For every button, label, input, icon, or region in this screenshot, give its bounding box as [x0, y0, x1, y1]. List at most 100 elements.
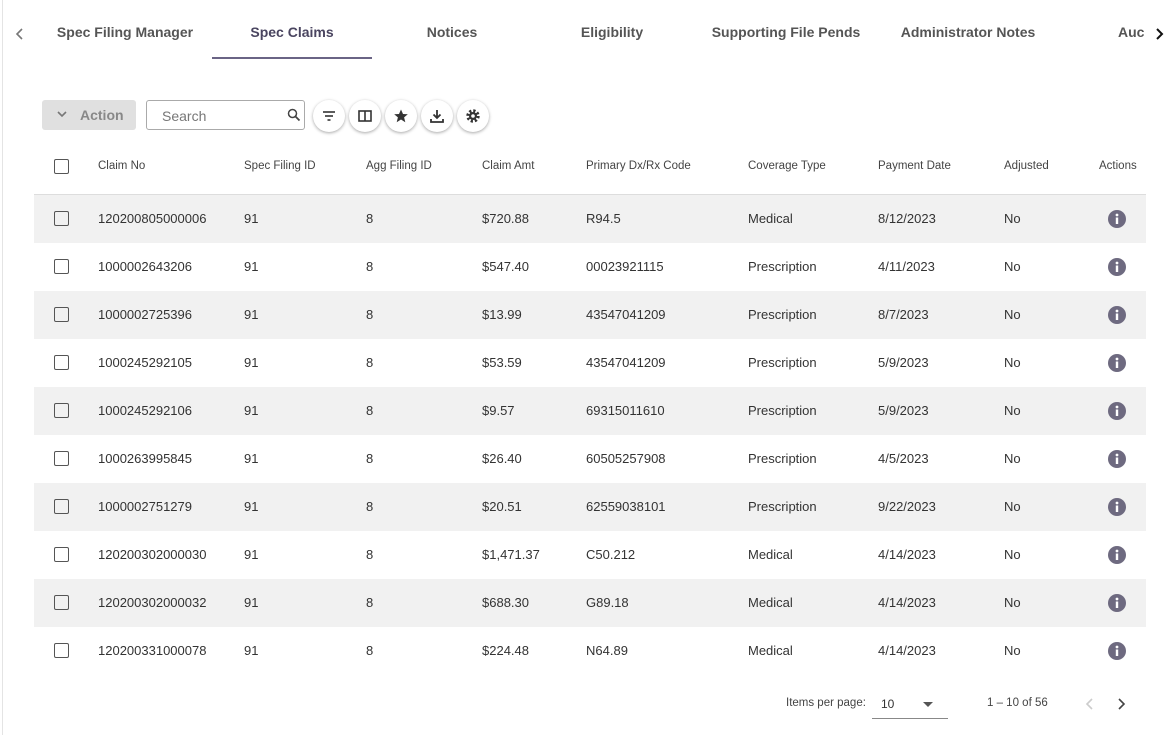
- cell: Medical: [748, 643, 793, 658]
- row-checkbox[interactable]: [54, 211, 69, 226]
- prev-page[interactable]: [1082, 696, 1098, 712]
- cell: No: [1004, 547, 1021, 562]
- tabs-next[interactable]: [1152, 26, 1168, 42]
- row-background: [34, 483, 1146, 531]
- cell: 60505257908: [586, 451, 666, 466]
- row-checkbox[interactable]: [54, 403, 69, 418]
- cell: N64.89: [586, 643, 628, 658]
- info-button[interactable]: [1107, 641, 1127, 661]
- cell: No: [1004, 643, 1021, 658]
- action-label: Action: [80, 107, 124, 123]
- row-checkbox[interactable]: [54, 307, 69, 322]
- row-background: [34, 195, 1146, 243]
- tab[interactable]: Spec Filing Manager: [56, 24, 194, 40]
- cell: No: [1004, 499, 1021, 514]
- next-page[interactable]: [1113, 696, 1129, 712]
- cell: 91: [244, 355, 259, 370]
- row-checkbox[interactable]: [54, 451, 69, 466]
- cell: 5/9/2023: [878, 403, 929, 418]
- row-checkbox[interactable]: [54, 355, 69, 370]
- row-background: [34, 387, 1146, 435]
- cell: $20.51: [482, 499, 522, 514]
- info-button[interactable]: [1107, 449, 1127, 469]
- select-all-checkbox[interactable]: [54, 159, 69, 174]
- download-button[interactable]: [421, 100, 453, 132]
- cell: Prescription: [748, 451, 817, 466]
- cell: R94.5: [586, 211, 621, 226]
- row-checkbox[interactable]: [54, 547, 69, 562]
- row-background: [34, 291, 1146, 339]
- cell: 91: [244, 259, 259, 274]
- cell: $1,471.37: [482, 547, 540, 562]
- row-checkbox[interactable]: [54, 499, 69, 514]
- tabs-prev[interactable]: [12, 26, 28, 42]
- info-button[interactable]: [1107, 401, 1127, 421]
- header-divider: [34, 194, 1146, 195]
- info-button[interactable]: [1107, 209, 1127, 229]
- tab[interactable]: Eligibility: [580, 24, 644, 40]
- cell: 120200302000032: [98, 595, 207, 610]
- column-header: Claim No: [98, 160, 146, 172]
- tab[interactable]: Administrator Notes: [900, 24, 1036, 40]
- cell: $13.99: [482, 307, 522, 322]
- cell: 1000263995845: [98, 451, 192, 466]
- info-button[interactable]: [1107, 497, 1127, 517]
- info-button[interactable]: [1107, 353, 1127, 373]
- page-range: 1 – 10 of 56: [987, 697, 1048, 709]
- columns-button[interactable]: [349, 100, 381, 132]
- cell: 1000002751279: [98, 499, 192, 514]
- cell: 8: [366, 451, 374, 466]
- cell: 91: [244, 595, 259, 610]
- cell: 8: [366, 259, 374, 274]
- cell: 8: [366, 643, 374, 658]
- cell: Prescription: [748, 403, 817, 418]
- search-box[interactable]: Search: [146, 100, 305, 130]
- info-button[interactable]: [1107, 545, 1127, 565]
- cell: $26.40: [482, 451, 522, 466]
- tab[interactable]: Supporting File Pends: [711, 24, 861, 40]
- cell: $224.48: [482, 643, 529, 658]
- cell: 69315011610: [586, 403, 665, 418]
- row-checkbox[interactable]: [54, 595, 69, 610]
- cell: 8/7/2023: [878, 307, 929, 322]
- column-header: Spec Filing ID: [244, 160, 316, 172]
- cell: 91: [244, 547, 259, 562]
- cell: 8: [366, 595, 374, 610]
- cell: 120200805000006: [98, 211, 207, 226]
- action-button[interactable]: Action: [42, 100, 136, 130]
- info-button[interactable]: [1107, 257, 1127, 277]
- filter-button[interactable]: [313, 100, 345, 132]
- cell: 4/14/2023: [878, 595, 936, 610]
- tab[interactable]: Auc: [1118, 24, 1145, 40]
- cell: 4/14/2023: [878, 547, 936, 562]
- row-checkbox[interactable]: [54, 259, 69, 274]
- cell: 8: [366, 355, 374, 370]
- cell: 91: [244, 451, 259, 466]
- tab-active[interactable]: Spec Claims: [250, 24, 334, 40]
- cell: 1000245292105: [98, 355, 192, 370]
- favorite-button[interactable]: [385, 100, 417, 132]
- cell: 8: [366, 403, 374, 418]
- cell: 91: [244, 307, 259, 322]
- cell: 9/22/2023: [878, 499, 936, 514]
- tabs-fade: [1146, 18, 1170, 50]
- page-size-select[interactable]: 10: [872, 690, 948, 719]
- column-header: Adjusted: [1004, 160, 1049, 172]
- cell: 5/9/2023: [878, 355, 929, 370]
- column-header: Agg Filing ID: [366, 160, 432, 172]
- tab[interactable]: Notices: [426, 24, 478, 40]
- info-button[interactable]: [1107, 305, 1127, 325]
- cell: No: [1004, 403, 1021, 418]
- cell: 8: [366, 307, 374, 322]
- cell: 4/11/2023: [878, 259, 935, 274]
- row-checkbox[interactable]: [54, 643, 69, 658]
- cell: No: [1004, 355, 1021, 370]
- search-placeholder: Search: [162, 108, 207, 124]
- cell: 62559038101: [586, 499, 666, 514]
- cell: Prescription: [748, 355, 817, 370]
- cell: 00023921115: [586, 259, 664, 274]
- settings-button[interactable]: [457, 100, 489, 132]
- info-button[interactable]: [1107, 593, 1127, 613]
- cell: Medical: [748, 595, 793, 610]
